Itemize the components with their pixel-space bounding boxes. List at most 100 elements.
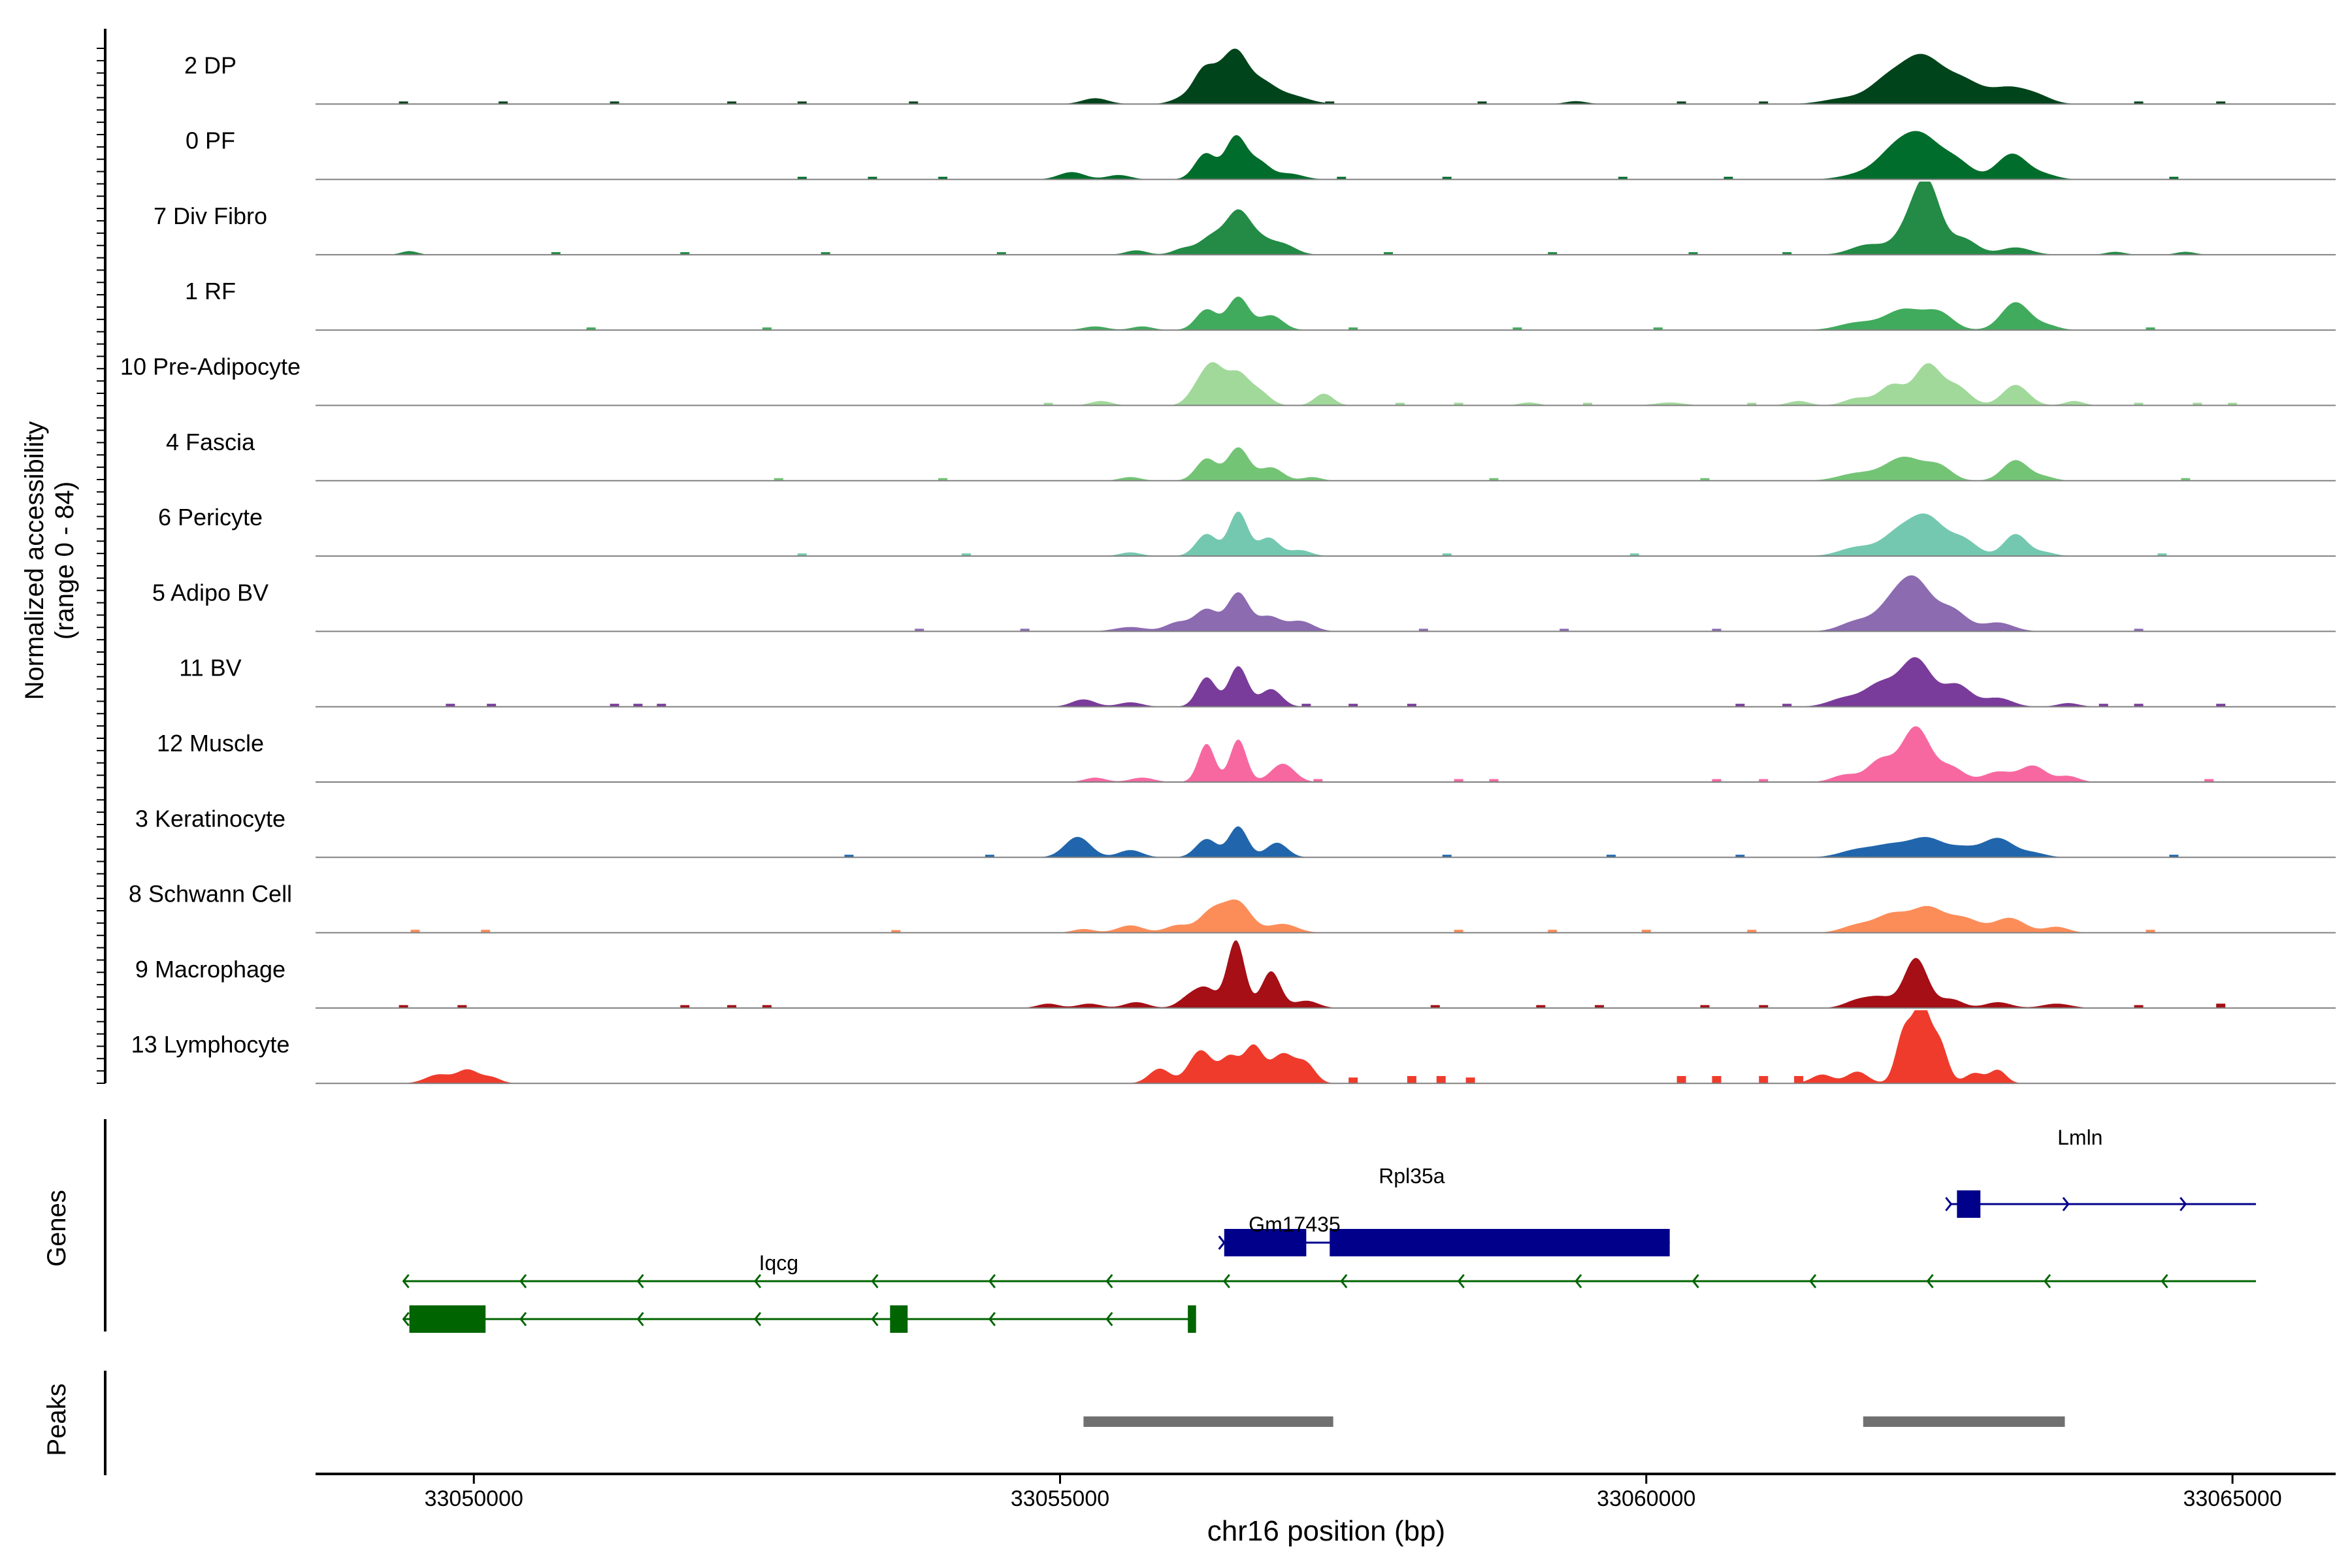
track-blip [399, 101, 408, 105]
gene-rpl35a: Rpl35a [1218, 1164, 1670, 1256]
track-blip [1337, 176, 1347, 180]
track-area [391, 1010, 2268, 1084]
track-blip [487, 704, 497, 707]
track-area [391, 657, 2268, 707]
gene-strand-arrow [988, 1312, 996, 1326]
track-blip [2146, 930, 2155, 933]
track-blip [2204, 779, 2214, 782]
track-blip [1735, 855, 1745, 858]
track-area [391, 726, 2268, 782]
track-blip [1442, 176, 1452, 180]
gene-strand-arrow [1218, 1235, 1226, 1250]
track-blip [633, 704, 643, 707]
track-blip [938, 176, 948, 180]
y-axis-title-line1: Normalized accessibility [20, 421, 49, 700]
gene-label: Rpl35a [1379, 1164, 1445, 1188]
track-area [391, 131, 2268, 180]
track-blip [1301, 704, 1311, 707]
peak-region [1083, 1416, 1333, 1427]
gene-exon [1330, 1229, 1670, 1256]
x-tick-label: 33050000 [425, 1486, 523, 1511]
track-blip [797, 101, 807, 105]
genes-panel: Genes Rpl35a Gm17435 Lmln Iqcg [42, 1119, 2256, 1333]
gene-strand-arrow [871, 1312, 879, 1326]
peaks-panel: Peaks [42, 1371, 2065, 1475]
gene-strand-arrow [1575, 1274, 1582, 1288]
gene-strand-arrow [1340, 1274, 1348, 1288]
track-blip [610, 101, 619, 105]
y-axis-title-line2: (range 0 - 84) [50, 482, 79, 640]
peaks-panel-title: Peaks [42, 1383, 71, 1456]
track-blip [1583, 402, 1593, 406]
track-13-lymphocyte: 13 Lymphocyte [131, 1010, 2336, 1085]
track-blip [2216, 101, 2226, 105]
track-blip [1595, 1005, 1605, 1008]
track-blip [1759, 101, 1769, 105]
track-label: 12 Muscle [157, 730, 264, 757]
track-blip [1700, 1005, 1710, 1008]
track-blip [2216, 704, 2226, 707]
gene-strand-arrow [1105, 1312, 1113, 1326]
track-blip [1436, 1076, 1446, 1084]
track-area [391, 826, 2268, 858]
track-blip [1325, 101, 1335, 105]
track-blip [797, 553, 807, 557]
track-blip [797, 176, 807, 180]
track-blip [1759, 1076, 1769, 1084]
gene-label: Gm17435 [1249, 1213, 1341, 1236]
gene-strand-arrow [1222, 1274, 1230, 1288]
accessibility-tracks: 2 DP 0 PF 7 Div Fibro 1 RF 10 Pre-Adipocyte 4… [120, 48, 2336, 1085]
track-blip [727, 101, 737, 105]
track-blip [1454, 930, 1463, 933]
track-blip [1560, 629, 1569, 632]
gene-strand-arrow [2062, 1197, 2070, 1211]
track-blip [1348, 1077, 1358, 1084]
track-7-div-fibro: 7 Div Fibro [154, 181, 2336, 255]
track-blip [1676, 1076, 1686, 1084]
track-blip [1759, 779, 1769, 782]
track-blip [446, 704, 455, 707]
track-blip [2169, 176, 2179, 180]
x-tick-label: 33055000 [1011, 1486, 1109, 1511]
gene-exon [890, 1305, 908, 1333]
track-blip [1348, 704, 1358, 707]
gene-strand-arrow [2180, 1197, 2187, 1211]
track-blip [2146, 327, 2155, 331]
track-blip [1454, 779, 1463, 782]
track-area [391, 48, 2268, 105]
gene-strand-arrow [519, 1274, 527, 1288]
track-blip [586, 327, 596, 331]
gene-strand-arrow [1691, 1274, 1699, 1288]
track-blip [762, 327, 772, 331]
track-label: 4 Fascia [166, 429, 255, 455]
track-blip [2134, 101, 2144, 105]
gene-exon [409, 1305, 486, 1333]
track-6-pericyte: 6 Pericyte [158, 504, 2336, 557]
gene-iqcg-tx2 [402, 1305, 1196, 1333]
gene-gm17435: Gm17435 [1218, 1213, 1341, 1250]
track-area [391, 447, 2268, 481]
x-tick-label: 33065000 [2183, 1486, 2281, 1511]
track-area [391, 899, 2268, 933]
gene-lmln: Lmln [1945, 1126, 2256, 1218]
track-blip [1747, 930, 1757, 933]
gene-exon [1188, 1305, 1196, 1333]
track-blip [2157, 553, 2167, 557]
track-blip [774, 478, 783, 481]
track-area [391, 362, 2268, 406]
track-blip [891, 930, 901, 933]
track-8-schwann-cell: 8 Schwann Cell [129, 881, 2336, 934]
track-label: 0 PF [186, 127, 235, 154]
track-label: 6 Pericyte [158, 504, 263, 531]
track-blip [2134, 629, 2144, 632]
track-blip [1407, 1076, 1416, 1084]
gene-strand-arrow [1105, 1274, 1113, 1288]
track-label: 11 BV [179, 655, 241, 681]
track-blip [680, 1005, 690, 1008]
gene-strand-arrow [636, 1274, 644, 1288]
track-area [391, 575, 2268, 632]
track-blip [961, 553, 971, 557]
track-blip [1794, 1076, 1804, 1084]
genes-panel-title: Genes [42, 1190, 71, 1267]
track-blip [1712, 779, 1722, 782]
